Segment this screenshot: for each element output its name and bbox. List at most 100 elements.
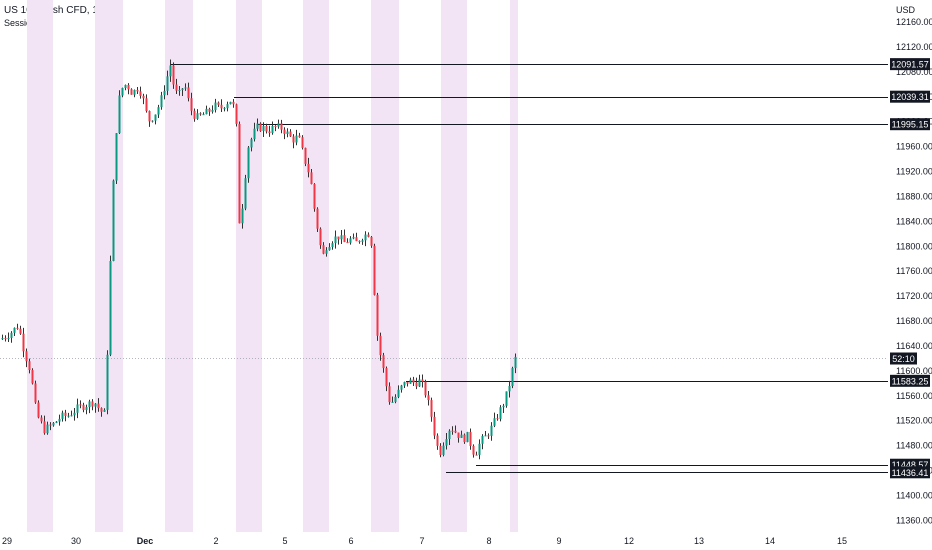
candle-body [34, 383, 37, 403]
candle-body [463, 434, 466, 443]
candle-body [193, 110, 196, 119]
session-band [371, 0, 399, 532]
candle-body [52, 422, 55, 426]
candle-body [220, 104, 223, 109]
candle-body [505, 391, 508, 406]
candle-body [76, 404, 79, 413]
candle-body [274, 125, 277, 127]
candle-body [151, 120, 154, 122]
candle-body [64, 412, 67, 416]
candle-body [493, 418, 496, 426]
candle-body [211, 110, 214, 112]
candle-body [451, 430, 454, 432]
candle-body [433, 416, 436, 436]
y-tick-label: 11640.00 [896, 341, 932, 351]
candle-body [46, 424, 49, 434]
candle-body [10, 332, 13, 338]
candle-body [301, 137, 304, 148]
candle-body [55, 421, 58, 423]
candle-body [316, 208, 319, 229]
candle-body [394, 396, 397, 402]
horizontal-levels [0, 64, 888, 473]
candle-body [361, 240, 364, 242]
candle-body [511, 368, 514, 387]
candle-body [169, 65, 172, 77]
x-tick-label: 9 [556, 536, 561, 546]
candle-body [229, 101, 232, 105]
candle-body [112, 180, 115, 261]
candle-body [136, 89, 139, 92]
candle-body [472, 445, 475, 455]
level-price-label: 11448.57 [892, 460, 929, 470]
candle-body [82, 404, 85, 410]
session-band [303, 0, 329, 532]
candle-body [235, 104, 238, 124]
candle-body [508, 386, 511, 392]
candle-body [154, 114, 157, 121]
candle-body [310, 172, 313, 185]
level-price-label: 11583.25 [892, 376, 929, 386]
candle-body [388, 386, 391, 403]
level-label-box [890, 466, 930, 479]
x-tick-label: 13 [694, 536, 704, 546]
candle-body [418, 379, 421, 387]
candle-body [208, 108, 211, 112]
candle-body [280, 123, 283, 130]
candle-body [430, 400, 433, 417]
candle-body [94, 403, 97, 407]
candle-body [415, 382, 418, 387]
candle-body [163, 90, 166, 96]
y-tick-label: 11920.00 [896, 167, 932, 177]
candle-body [421, 379, 424, 382]
session-band [165, 0, 193, 532]
candle-body [133, 89, 136, 95]
candle-body [172, 65, 175, 85]
level-price-label: 12039.31 [891, 92, 929, 102]
session-band [236, 0, 262, 532]
candle-body [457, 432, 460, 438]
candle-body [325, 250, 328, 254]
candle-body [124, 84, 127, 89]
session-shading [27, 0, 518, 532]
time-axis: 29 30 Dec 2 5 6 7 8 9 12 13 14 15 [2, 536, 847, 546]
candle-body [487, 435, 490, 437]
candle-body [313, 184, 316, 209]
candle-body [403, 382, 406, 386]
candle-body [109, 260, 112, 355]
candle-body [337, 236, 340, 240]
candle-body [31, 369, 34, 384]
candle-body [160, 95, 163, 108]
candle-body [271, 125, 274, 133]
level-label-box [890, 58, 930, 71]
level-labels: 12091.57 12039.31 11995.15 11583.25 11448.57… [890, 58, 930, 479]
candle-body [382, 355, 385, 369]
candle-body [295, 135, 298, 143]
current-price-box [890, 352, 917, 365]
candle-body [139, 91, 142, 96]
candle-body [247, 147, 250, 179]
session-band [95, 0, 123, 532]
candle-body [322, 245, 325, 254]
candle-body [142, 95, 145, 99]
candle-body [91, 401, 94, 407]
candle-body [73, 412, 76, 416]
candle-body [70, 415, 73, 417]
candle-body [250, 139, 253, 148]
y-tick-label: 12080.00 [896, 67, 932, 77]
x-tick-label: 12 [624, 536, 634, 546]
level-price-label: 11995.15 [892, 120, 929, 130]
session-band [441, 0, 467, 532]
candle-body [367, 234, 370, 237]
candle-body [16, 327, 19, 329]
symbol-title: US 100 Cash CFD, 1h, FX [4, 5, 122, 16]
candle-body [148, 110, 151, 122]
x-tick-label: 29 [2, 536, 12, 546]
candle-body [253, 128, 256, 140]
candles [1, 59, 517, 460]
candle-body [40, 417, 43, 422]
candle-body [412, 379, 415, 383]
candle-body [130, 89, 133, 95]
x-tick-label: 30 [71, 536, 81, 546]
candle-body [49, 424, 52, 426]
